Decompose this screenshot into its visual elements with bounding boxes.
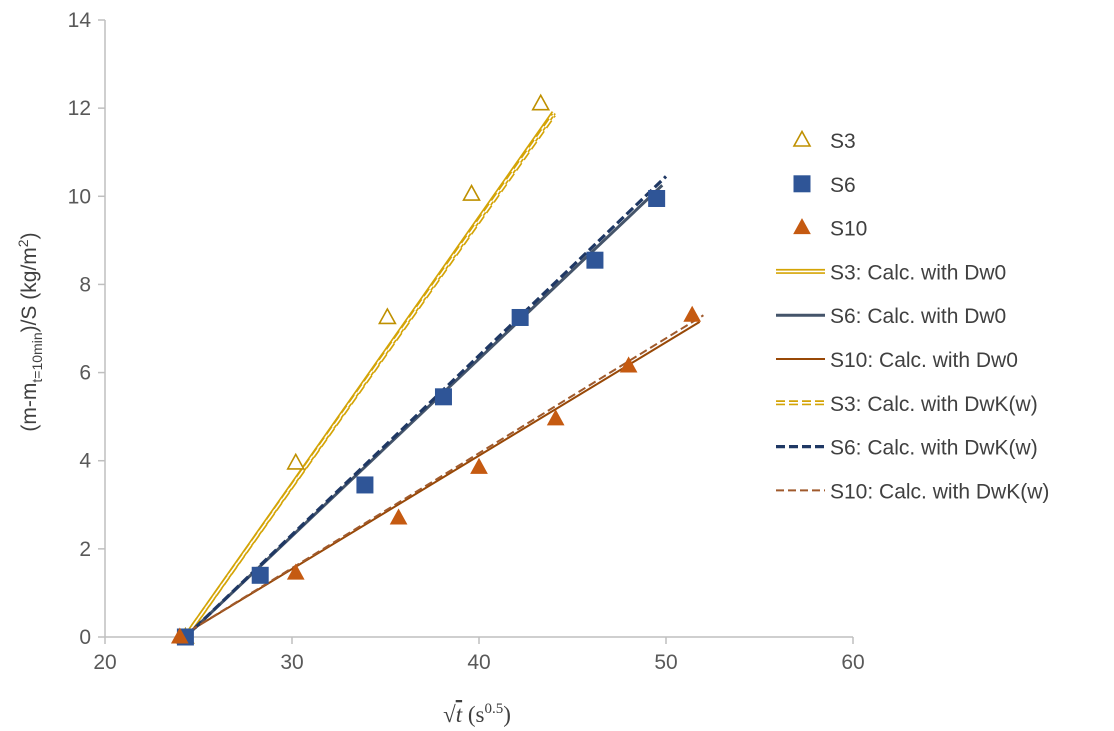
legend-label-s6-calc-with-dw0: S6: Calc. with Dw0 xyxy=(830,305,1006,328)
legend-item-s10-calc-with-dwk-w: S10: Calc. with DwK(w) xyxy=(776,480,1049,503)
data-point-s6 xyxy=(356,476,374,494)
legend-label-s10: S10 xyxy=(830,218,867,241)
data-point-s3 xyxy=(462,183,481,201)
x-tick-label: 20 xyxy=(93,651,116,674)
legend-item-s6: S6 xyxy=(793,174,856,197)
legend-item-s6-calc-with-dw0: S6: Calc. with Dw0 xyxy=(776,305,1006,328)
data-point-s10 xyxy=(470,457,488,474)
x-tick-label: 60 xyxy=(841,651,864,674)
data-point-s6 xyxy=(434,388,452,406)
legend-item-s3: S3 xyxy=(792,129,856,153)
y-tick-label: 4 xyxy=(79,450,91,473)
x-tick-label: 50 xyxy=(654,651,677,674)
data-point-s10 xyxy=(389,508,408,525)
y-tick-label: 10 xyxy=(68,185,91,208)
legend-item-s10: S10 xyxy=(793,218,867,241)
data-point-s10 xyxy=(546,409,565,426)
legend-label-s6-calc-with-dwk-w: S6: Calc. with DwK(w) xyxy=(830,437,1038,460)
y-tick-label: 8 xyxy=(79,273,91,296)
axes xyxy=(104,20,853,638)
x-axis-title-unit: (s xyxy=(462,702,484,727)
legend-label-s3-calc-with-dwk-w: S3: Calc. with DwK(w) xyxy=(830,393,1038,416)
legend-item-s6-calc-with-dwk-w: S6: Calc. with DwK(w) xyxy=(776,437,1038,460)
tick-labels: 0 2 4 6 8 10 12 14 20 30 40 50 60 xyxy=(68,9,865,674)
data-point-s3 xyxy=(378,307,397,325)
legend-item-s3-calc-with-dwk-w: S3: Calc. with DwK(w) xyxy=(776,393,1038,416)
y-axis-title-part1: (m-m xyxy=(18,383,41,432)
series-line-s3-calc-with-dwk-w xyxy=(183,113,556,639)
legend-label-s6: S6 xyxy=(830,174,856,197)
data-point-s6 xyxy=(251,566,269,584)
y-axis-title-sub: t=10min xyxy=(29,332,45,382)
legend-item-s3-calc-with-dw0: S3: Calc. with Dw0 xyxy=(776,261,1006,284)
fit-lines xyxy=(179,111,704,639)
data-point-s6 xyxy=(648,189,666,207)
y-tick-label: 12 xyxy=(68,97,91,120)
legend: S3 S6 S10 S3: Calc. with Dw0 S6: Calc. with … xyxy=(776,129,1049,503)
legend-marker-s6 xyxy=(793,175,811,193)
x-tick-label: 30 xyxy=(280,651,303,674)
data-point-s6 xyxy=(511,308,529,326)
data-point-s3 xyxy=(286,452,306,470)
y-tick-label: 14 xyxy=(68,9,92,32)
x-tick-label: 40 xyxy=(467,651,490,674)
data-point-s10 xyxy=(683,305,702,322)
legend-label-s10-calc-with-dwk-w: S10: Calc. with DwK(w) xyxy=(830,480,1049,503)
data-point-s6 xyxy=(586,251,604,269)
data-markers xyxy=(170,93,702,646)
x-axis-title-exp: 0.5 xyxy=(484,701,503,717)
data-point-s10 xyxy=(286,563,305,580)
x-axis-title: √t (s0.5) xyxy=(443,701,511,727)
y-axis-title-part2: )/S (kg/m xyxy=(18,247,41,332)
y-axis-title: (m-mt=10min)/S (kg/m2) xyxy=(15,232,45,431)
y-tick-label: 0 xyxy=(79,626,91,649)
y-tick-label: 6 xyxy=(79,362,91,385)
legend-label-s3-calc-with-dw0: S3: Calc. with Dw0 xyxy=(830,261,1006,284)
x-axis-title-root: √ xyxy=(443,702,456,727)
data-point-s10 xyxy=(170,627,189,644)
legend-label-s3: S3 xyxy=(830,130,856,153)
y-axis-title-part3: ) xyxy=(18,232,41,239)
legend-label-s10-calc-with-dw0: S10: Calc. with Dw0 xyxy=(830,349,1018,372)
legend-item-s10-calc-with-dw0: S10: Calc. with Dw0 xyxy=(776,349,1018,372)
x-axis-title-var: t xyxy=(456,702,463,727)
data-point-s3 xyxy=(531,93,551,111)
legend-marker-s10 xyxy=(793,218,811,235)
y-axis-title-sup: 2 xyxy=(15,239,31,247)
x-axis-title-close: ) xyxy=(503,702,511,727)
y-tick-label: 2 xyxy=(79,538,91,561)
legend-marker-s3 xyxy=(792,129,812,147)
data-point-s10 xyxy=(619,356,638,373)
series-line-s6-calc-with-dwk-w xyxy=(184,175,668,639)
